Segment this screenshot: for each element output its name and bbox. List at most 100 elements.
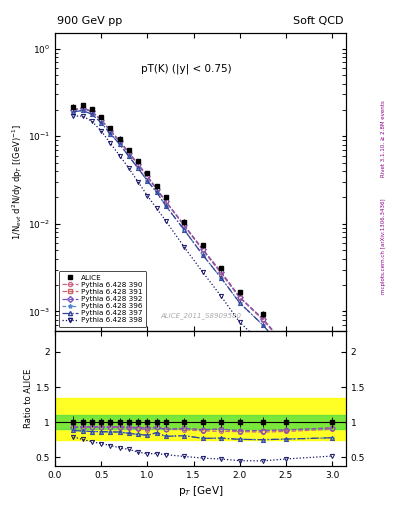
Pythia 6.428 396 xyxy=(219,275,224,281)
Pythia 6.428 396 xyxy=(71,109,76,115)
Pythia 6.428 398 xyxy=(117,153,122,159)
Pythia 6.428 397 xyxy=(283,348,288,354)
Pythia 6.428 396 xyxy=(200,252,205,258)
Pythia 6.428 397 xyxy=(219,275,224,281)
Pythia 6.428 398 xyxy=(283,366,288,372)
Pythia 6.428 398 xyxy=(200,269,205,275)
Pythia 6.428 391 xyxy=(127,150,131,156)
Pythia 6.428 391 xyxy=(80,105,85,111)
Pythia 6.428 398 xyxy=(99,128,103,134)
Pythia 6.428 398 xyxy=(136,179,140,185)
Pythia 6.428 390 xyxy=(145,174,150,180)
Pythia 6.428 397 xyxy=(117,141,122,147)
Pythia 6.428 391 xyxy=(182,222,187,228)
Pythia 6.428 392 xyxy=(154,186,159,192)
Pythia 6.428 391 xyxy=(200,246,205,252)
Pythia 6.428 391 xyxy=(163,198,168,204)
Pythia 6.428 397 xyxy=(80,108,85,114)
Pythia 6.428 390 xyxy=(117,138,122,144)
Pythia 6.428 392 xyxy=(261,316,265,322)
Pythia 6.428 392 xyxy=(182,222,187,228)
Pythia 6.428 397 xyxy=(90,111,94,117)
Pythia 6.428 392 xyxy=(99,117,103,123)
Pythia 6.428 392 xyxy=(108,127,113,134)
Pythia 6.428 391 xyxy=(330,399,334,405)
Pythia 6.428 398 xyxy=(219,293,224,300)
Y-axis label: Ratio to ALICE: Ratio to ALICE xyxy=(24,369,33,428)
Pythia 6.428 397 xyxy=(200,252,205,258)
Pythia 6.428 392 xyxy=(136,161,140,167)
Pythia 6.428 397 xyxy=(182,227,187,233)
Pythia 6.428 397 xyxy=(261,322,265,328)
Pythia 6.428 392 xyxy=(330,399,334,405)
Pythia 6.428 392 xyxy=(90,109,94,115)
Pythia 6.428 392 xyxy=(80,105,85,111)
Pythia 6.428 397 xyxy=(108,131,113,137)
Text: Soft QCD: Soft QCD xyxy=(294,15,344,26)
Pythia 6.428 398 xyxy=(154,205,159,211)
Pythia 6.428 390 xyxy=(283,343,288,349)
Pythia 6.428 398 xyxy=(127,165,131,172)
Pythia 6.428 391 xyxy=(261,316,265,322)
Pythia 6.428 392 xyxy=(145,173,150,179)
Text: ALICE_2011_S8909580: ALICE_2011_S8909580 xyxy=(160,312,241,319)
Pythia 6.428 396 xyxy=(127,153,131,159)
Pythia 6.428 396 xyxy=(80,108,85,114)
Pythia 6.428 397 xyxy=(145,178,150,184)
Pythia 6.428 391 xyxy=(71,107,76,113)
Pythia 6.428 392 xyxy=(117,138,122,144)
Pythia 6.428 390 xyxy=(182,223,187,229)
Pythia 6.428 391 xyxy=(145,173,150,179)
Pythia 6.428 390 xyxy=(99,117,103,123)
Line: Pythia 6.428 396: Pythia 6.428 396 xyxy=(72,109,334,410)
Pythia 6.428 390 xyxy=(261,317,265,323)
Line: Pythia 6.428 390: Pythia 6.428 390 xyxy=(72,106,334,405)
Pythia 6.428 398 xyxy=(237,319,242,325)
Pythia 6.428 397 xyxy=(154,189,159,195)
Pythia 6.428 391 xyxy=(108,127,113,134)
Line: Pythia 6.428 398: Pythia 6.428 398 xyxy=(72,114,334,426)
Pythia 6.428 396 xyxy=(108,131,113,137)
Pythia 6.428 391 xyxy=(99,117,103,123)
Pythia 6.428 391 xyxy=(283,342,288,348)
Pythia 6.428 390 xyxy=(108,128,113,134)
Line: Pythia 6.428 391: Pythia 6.428 391 xyxy=(72,106,334,404)
Pythia 6.428 392 xyxy=(219,269,224,275)
Text: pT(K) (|y| < 0.75): pT(K) (|y| < 0.75) xyxy=(141,63,231,74)
Pythia 6.428 390 xyxy=(330,400,334,406)
Pythia 6.428 397 xyxy=(136,165,140,172)
Pythia 6.428 392 xyxy=(127,150,131,156)
Pythia 6.428 396 xyxy=(237,300,242,306)
Pythia 6.428 390 xyxy=(163,198,168,204)
Pythia 6.428 392 xyxy=(237,294,242,300)
Pythia 6.428 398 xyxy=(330,421,334,427)
Line: Pythia 6.428 397: Pythia 6.428 397 xyxy=(72,109,334,410)
Pythia 6.428 390 xyxy=(154,186,159,192)
Pythia 6.428 396 xyxy=(154,189,159,195)
Legend: ALICE, Pythia 6.428 390, Pythia 6.428 391, Pythia 6.428 392, Pythia 6.428 396, P: ALICE, Pythia 6.428 390, Pythia 6.428 39… xyxy=(59,271,146,327)
Pythia 6.428 391 xyxy=(136,161,140,167)
Line: Pythia 6.428 392: Pythia 6.428 392 xyxy=(72,106,334,404)
Pythia 6.428 398 xyxy=(145,193,150,199)
Y-axis label: 1/N$_{evt}$ d$^{2}$N/dy dp$_{T}$ [(GeV)$^{-1}$]: 1/N$_{evt}$ d$^{2}$N/dy dp$_{T}$ [(GeV)$… xyxy=(11,124,25,240)
Pythia 6.428 392 xyxy=(200,246,205,252)
Pythia 6.428 398 xyxy=(261,341,265,347)
Pythia 6.428 396 xyxy=(136,165,140,172)
Pythia 6.428 396 xyxy=(99,120,103,126)
Pythia 6.428 390 xyxy=(127,150,131,156)
Pythia 6.428 397 xyxy=(237,300,242,306)
Pythia 6.428 397 xyxy=(163,203,168,209)
Pythia 6.428 397 xyxy=(127,153,131,159)
Pythia 6.428 398 xyxy=(90,118,94,124)
Pythia 6.428 396 xyxy=(283,348,288,354)
Text: 900 GeV pp: 900 GeV pp xyxy=(57,15,122,26)
Pythia 6.428 398 xyxy=(108,140,113,146)
Pythia 6.428 398 xyxy=(163,218,168,224)
Pythia 6.428 390 xyxy=(200,247,205,253)
Pythia 6.428 397 xyxy=(99,120,103,126)
X-axis label: p$_{T}$ [GeV]: p$_{T}$ [GeV] xyxy=(178,484,223,498)
Pythia 6.428 398 xyxy=(182,244,187,250)
Pythia 6.428 396 xyxy=(182,227,187,233)
Pythia 6.428 396 xyxy=(330,405,334,411)
Pythia 6.428 390 xyxy=(219,270,224,276)
